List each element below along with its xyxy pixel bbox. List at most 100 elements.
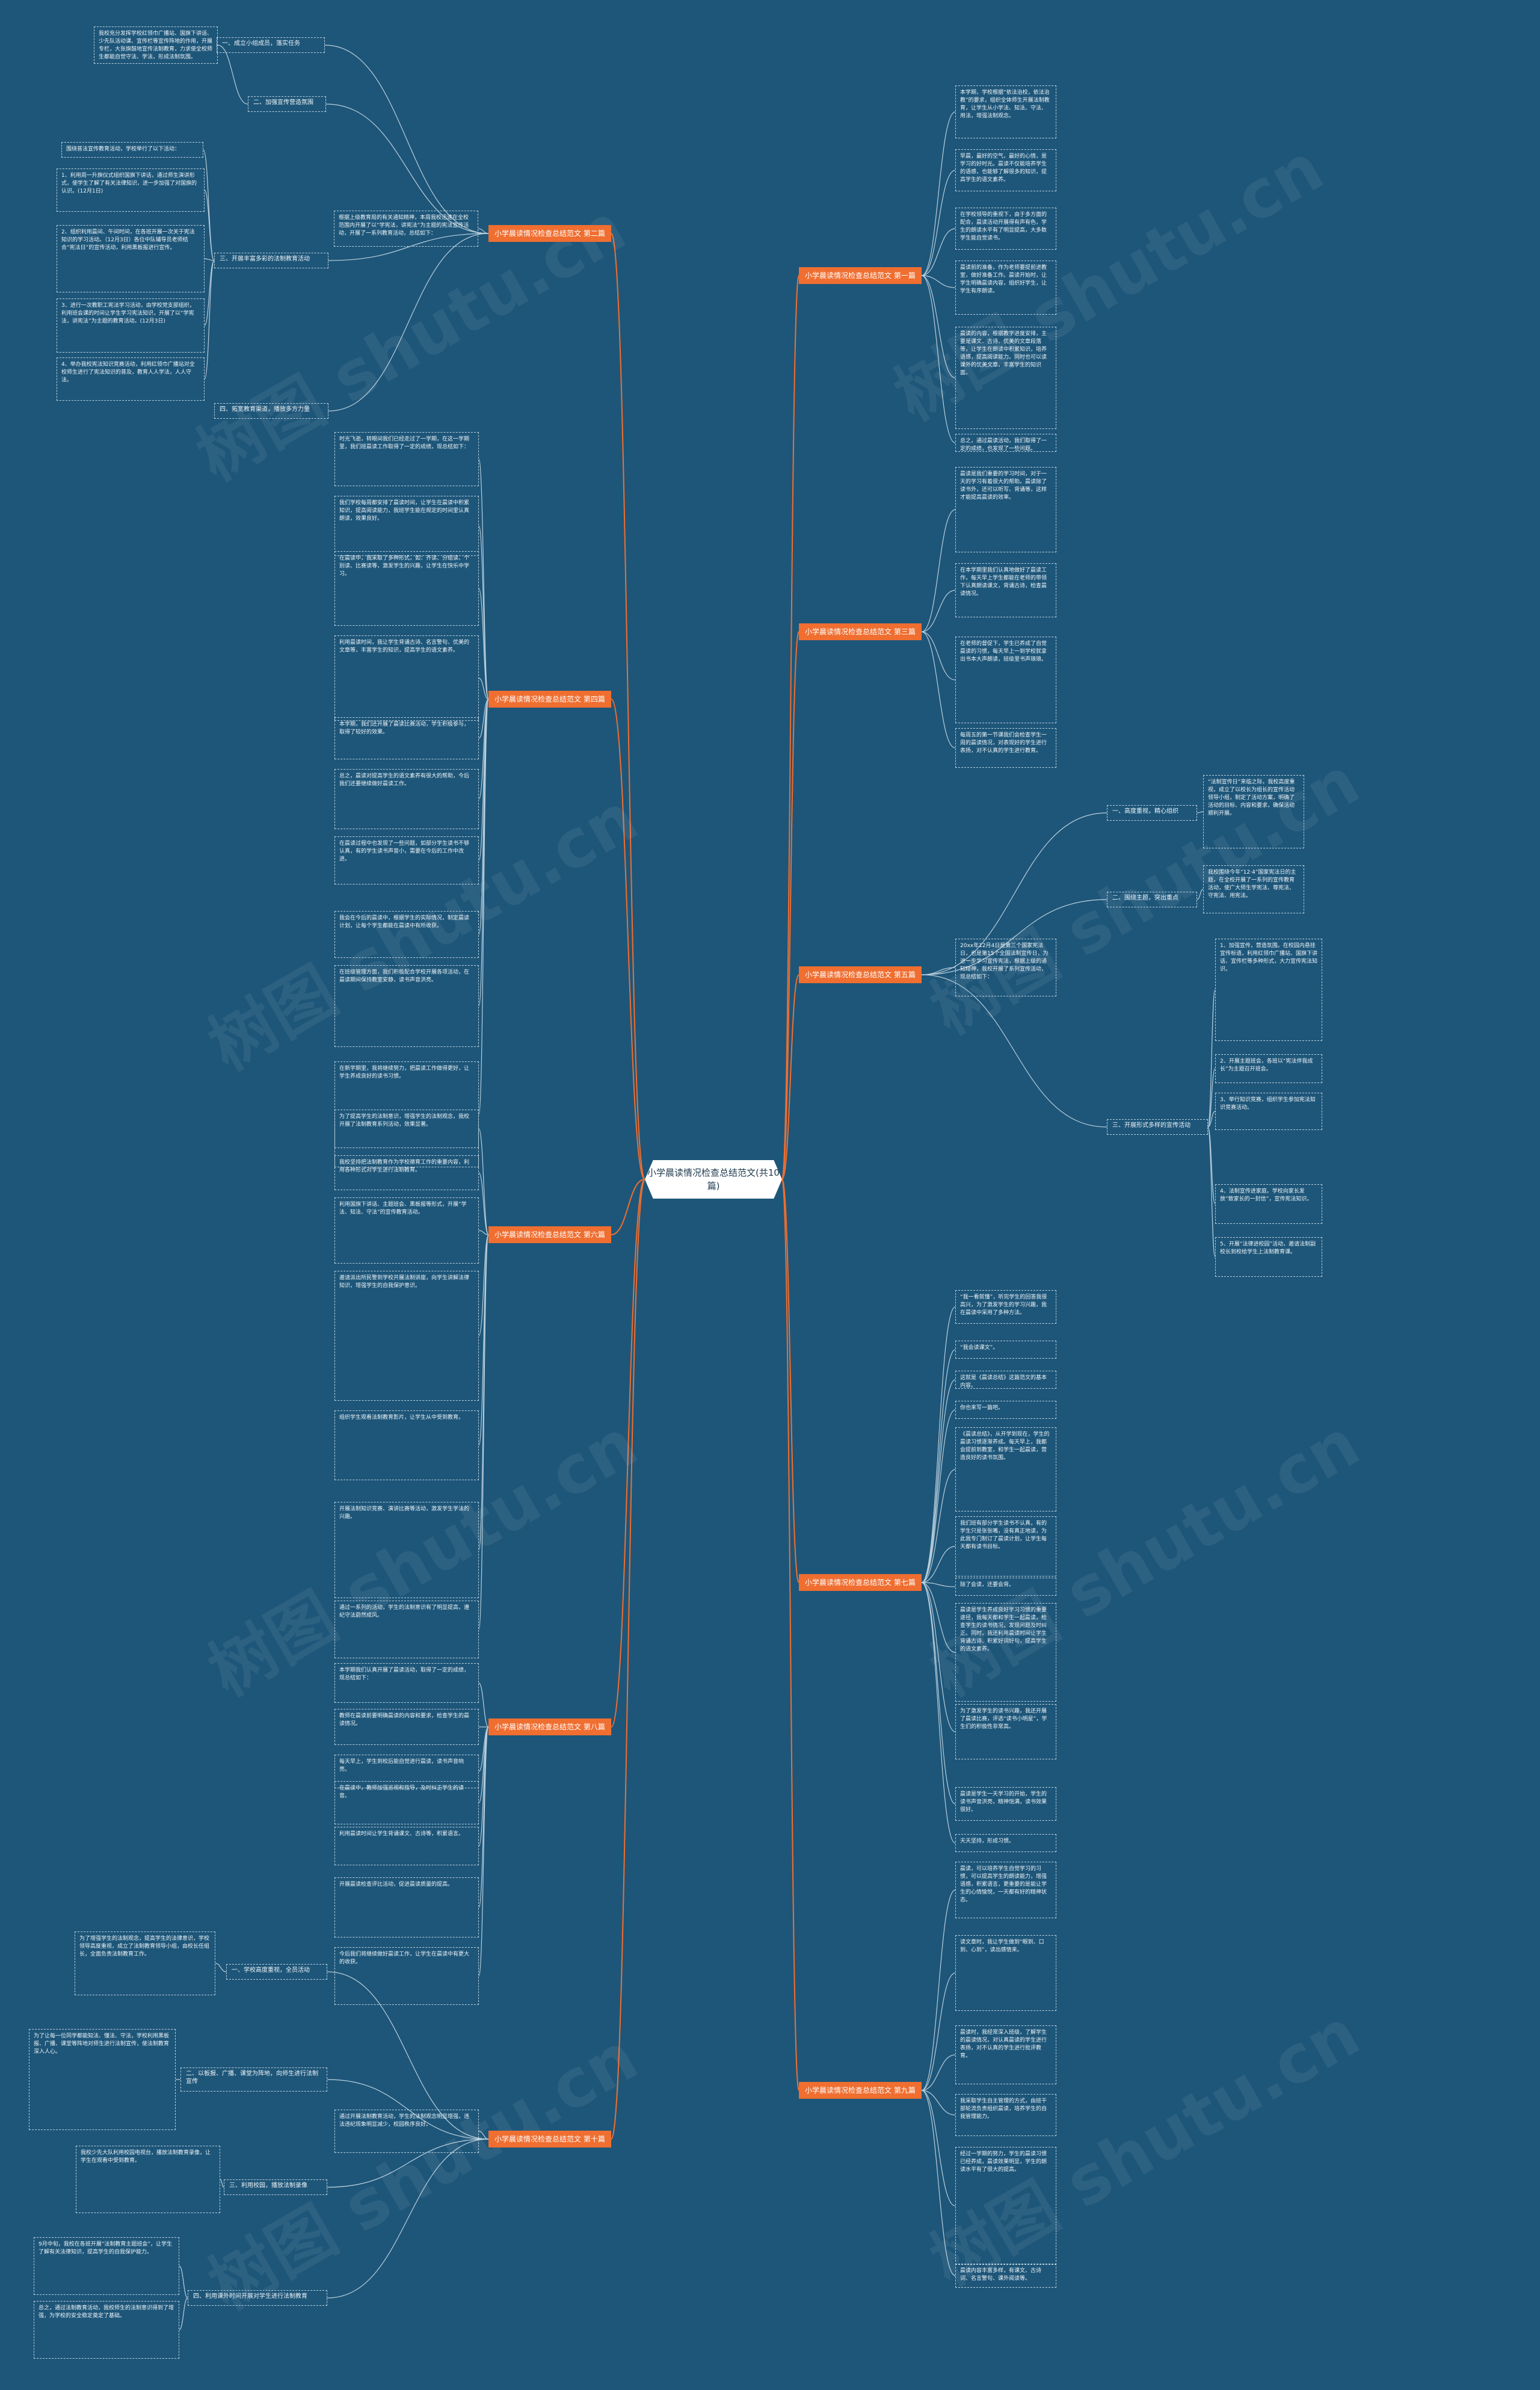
leaf-note-n1f[interactable]: 总之，通过晨读活动，我们取得了一定的成绩，也发现了一些问题。 [955, 434, 1056, 452]
leaf-note-n7g[interactable]: 除了会读，还要会背。 [955, 1578, 1056, 1596]
leaf-note-n5c[interactable]: 1、加强宣传，营造氛围。在校园内悬挂宣传标语，利用红领巾广播站、国旗下讲话、宣传… [1215, 939, 1322, 1041]
leaf-note-n9e[interactable]: 经过一学期的努力，学生的晨读习惯已经养成，晨读效果明显，学生的朗读水平有了很大的… [955, 2147, 1056, 2265]
subtopic-s2a[interactable]: 一、成立小组成员，落实任务 [217, 37, 325, 53]
branch-topic-b1[interactable]: 小学晨读情况检查总结范文 第一篇 [799, 267, 922, 284]
connector-line [478, 699, 489, 1115]
leaf-note-n4g[interactable]: 在晨读过程中也发现了一些问题，如部分学生读书不够认真，有的学生读书声音小，需要在… [334, 836, 479, 885]
leaf-note-n9d[interactable]: 我采取学生自主管理的方式，由班干部轮流负责组织晨读，培养学生的自我管理能力。 [955, 2094, 1056, 2136]
subtopic-s5b[interactable]: 二、围绕主题，突出重点 [1107, 892, 1197, 907]
subtopic-s5a[interactable]: 一、高度重视，精心组织 [1107, 805, 1197, 821]
leaf-note-n2d[interactable]: 2、组织利用晨间、午间时间，在各班开展一次关于宪法知识的学习活动。（12月3日）… [57, 225, 205, 292]
leaf-note-n4i[interactable]: 在班级管理方面，我们积极配合学校开展各项活动，在晨读期间保持教室安静，读书声音洪… [334, 965, 479, 1047]
leaf-note-n5f[interactable]: 4、法制宣传进家庭。学校向家长发放“致家长的一封信”，宣传宪法知识。 [1215, 1184, 1322, 1224]
leaf-note-n10d[interactable]: 9月中旬，我校在各班开展“法制教育主题班会”，让学生了解有关法律知识，提高学生的… [34, 2237, 179, 2295]
leaf-note-n6a[interactable]: 为了提高学生的法制意识，增强学生的法制观念，我校开展了法制教育系列活动，效果显著… [334, 1110, 479, 1148]
leaf-note-n3a[interactable]: 晨读是我们重要的学习时间，对于一天的学习有着很大的帮助。晨读除了读书外，还可以听… [955, 467, 1056, 552]
branch-topic-b6[interactable]: 小学晨读情况检查总结范文 第六篇 [488, 1226, 611, 1243]
leaf-note-n4a[interactable]: 时光飞逝，转眼间我们已经走过了一学期，在这一学期里，我们班晨读工作取得了一定的成… [334, 432, 479, 486]
leaf-note-n2g[interactable]: 根据上级教育局的有关通知精神，本周我校迅速在全校范围内开展了以“学宪法，讲宪法”… [334, 211, 478, 247]
leaf-note-n1d[interactable]: 晨读前的准备，作为老师要提前进教室，做好准备工作。晨读开始时，让学生明确晨读内容… [955, 261, 1056, 315]
leaf-note-n4e[interactable]: 本学期，我们还开展了晨读比赛活动，学生积极参与，取得了较好的效果。 [334, 717, 479, 759]
leaf-note-n4b[interactable]: 我们学校每周都安排了晨读时间，让学生在晨读中积累知识，提高阅读能力，我班学生能在… [334, 496, 479, 556]
subtopic-s2c[interactable]: 三、开展丰富多彩的法制教育活动 [214, 253, 328, 268]
subtopic-s10b[interactable]: 二、以板报、广播、课堂为阵地，向师生进行法制宣传 [180, 2067, 327, 2092]
leaf-note-n4f[interactable]: 总之，晨读对提高学生的语文素养有很大的帮助，今后我们还要继续做好晨读工作。 [334, 769, 479, 829]
leaf-note-n10e[interactable]: 总之，通过法制教育活动，我校师生的法制意识得到了增强，为学校的安全稳定奠定了基础… [34, 2301, 179, 2359]
leaf-note-n8b[interactable]: 教师在晨读前要明确晨读的内容和要求，检查学生的晨读情况。 [334, 1709, 479, 1745]
leaf-note-n10f[interactable]: 通过开展法制教育活动，学生的法制观念明显增强，违法违纪现象明显减少，校园秩序良好… [334, 2110, 479, 2153]
leaf-note-n2a[interactable]: 我校充分发挥学校红领巾广播站、国旗下讲话、少先队活动课、宣传栏等宣传阵地的作用，… [94, 26, 218, 64]
leaf-note-n1b[interactable]: 早晨，最好的空气，最好的心情，是学习的好时光。晨读不仅能培养学生的语感，也能够了… [955, 149, 1056, 191]
branch-topic-b3[interactable]: 小学晨读情况检查总结范文 第三篇 [799, 623, 922, 640]
branch-topic-b7[interactable]: 小学晨读情况检查总结范文 第七篇 [799, 1574, 922, 1591]
branch-topic-b10[interactable]: 小学晨读情况检查总结范文 第十篇 [488, 2131, 611, 2148]
leaf-note-n1a[interactable]: 本学期，学校根据“依法治校，依法治教”的要求，组织全体师生开展法制教育，让学生从… [955, 85, 1056, 138]
leaf-note-n7f[interactable]: 我们班有部分学生读书不认真，有的学生只是张张嘴，没有真正地读，为此我专门制订了晨… [955, 1516, 1056, 1576]
leaf-note-n9a[interactable]: 晨读，可以培养学生自觉学习的习惯，可以提高学生的朗读能力，增强语感，积累语言，更… [955, 1862, 1056, 1918]
leaf-note-n7i[interactable]: 为了激发学生的读书兴趣，我还开展了晨读比赛，评选“读书小明星”，学生们的积极性非… [955, 1704, 1056, 1759]
leaf-note-n4d[interactable]: 利用晨读时间，我让学生背诵古诗、名言警句、优美的文章等，丰富学生的知识，提高学生… [334, 635, 479, 721]
branch-topic-b9[interactable]: 小学晨读情况检查总结范文 第九篇 [799, 2082, 922, 2099]
leaf-note-n7k[interactable]: 天天坚持，形成习惯。 [955, 1834, 1056, 1852]
leaf-note-n2c[interactable]: 1、利用周一升旗仪式组织国旗下讲话，通过师生演讲形式，使学生了解了有关法律知识，… [57, 168, 205, 212]
connector-line [1197, 889, 1204, 900]
leaf-note-n7e[interactable]: 《晨读总结》，从开学到现在，学生的晨读习惯逐渐养成。每天早上，我都会提前到教室，… [955, 1427, 1056, 1512]
subtopic-s10d[interactable]: 四、利用课外时间开展对学生进行法制教育 [188, 2290, 327, 2306]
leaf-note-n5b[interactable]: 我校围绕今年“12·4”国家宪法日的主题，在全校开展了一系列的宣传教育活动，使广… [1203, 865, 1304, 913]
leaf-note-n7h[interactable]: 晨读是学生养成良好学习习惯的重要途径，我每天都和学生一起晨读，检查学生的读书情况… [955, 1603, 1056, 1702]
leaf-note-n10b[interactable]: 为了让每一位同学都能知法、懂法、守法，学校利用黑板报、广播、课堂等阵地对师生进行… [29, 2029, 176, 2130]
connector-line [921, 631, 956, 681]
leaf-note-n4c[interactable]: 在晨读中，我采取了多种形式，如：齐读、分组读、个别读、比赛读等，激发学生的兴趣，… [334, 551, 479, 626]
leaf-note-n2b[interactable]: 围绕普法宣传教育活动，学校举行了以下活动： [61, 142, 203, 158]
leaf-note-n3d[interactable]: 每周五的第一节课我们会检查学生一周的晨读情况，对表现好的学生进行表扬，对不认真的… [955, 728, 1056, 768]
branch-topic-b8[interactable]: 小学晨读情况检查总结范文 第八篇 [488, 1718, 611, 1735]
leaf-note-n1c[interactable]: 在学校领导的重视下，由于多方面的配合，晨读活动开展得有声有色，学生的朗读水平有了… [955, 208, 1056, 250]
leaf-note-n9b[interactable]: 读文章时，我让学生做到“眼到、口到、心到”，读出感情来。 [955, 1935, 1056, 2011]
subtopic-s10c[interactable]: 三、利用校园，播放法制录像 [224, 2179, 327, 2195]
subtopic-s2b[interactable]: 二、加强宣传营造氛围 [248, 96, 326, 112]
leaf-note-n3c[interactable]: 在老师的督促下，学生已养成了自觉晨读的习惯，每天早上一到学校就拿出书本大声朗读，… [955, 637, 1056, 723]
leaf-note-n5d[interactable]: 2、开展主题班会，各班以“宪法伴我成长”为主题召开班会。 [1215, 1054, 1322, 1083]
leaf-note-n8a[interactable]: 本学期我们认真开展了晨读活动，取得了一定的成绩，现总结如下： [334, 1663, 479, 1703]
leaf-note-n6f[interactable]: 开展法制知识竞赛、演讲比赛等活动，激发学生学法的兴趣。 [334, 1502, 479, 1598]
leaf-note-n7a[interactable]: “我一看就懂”，听完学生的回答我很高兴，为了激发学生的学习兴趣，我在晨读中采用了… [955, 1290, 1056, 1324]
leaf-note-n5g[interactable]: 5、开展“法律进校园”活动，邀请法制副校长到校给学生上法制教育课。 [1215, 1237, 1322, 1277]
leaf-note-n6b[interactable]: 我校坚持把法制教育作为学校德育工作的重要内容，利用各种形式对学生进行法制教育。 [334, 1155, 479, 1190]
leaf-note-n2e[interactable]: 3、进行一次教职工宪法学习活动，由学校党支部组织，利用班会课的时间让学生学习宪法… [57, 298, 205, 353]
leaf-note-n6c[interactable]: 利用国旗下讲话、主题班会、黑板报等形式，开展“学法、知法、守法”的宣传教育活动。 [334, 1197, 479, 1264]
subtopic-s2d[interactable]: 四、拓宽教育渠道，播放多方力量 [214, 403, 328, 419]
leaf-note-n8g[interactable]: 今后我们将继续做好晨读工作，让学生在晨读中有更大的收获。 [334, 1947, 479, 2005]
leaf-note-n5h[interactable]: 20xx年12月4日是第三个国家宪法日，也是第15个全国法制宣传日，为进一步学习… [955, 939, 1056, 996]
leaf-note-n4h[interactable]: 我会在今后的晨读中，根据学生的实际情况，制定晨读计划，让每个学生都能在晨读中有所… [334, 911, 479, 958]
leaf-note-n5a[interactable]: “法制宣传日”来临之际，我校高度重视，成立了以校长为组长的宣传活动领导小组，制定… [1203, 775, 1304, 848]
leaf-note-n10c[interactable]: 我校少先大队利用校园电视台，播放法制教育录像，让学生在观看中受到教育。 [76, 2146, 220, 2213]
branch-topic-b5[interactable]: 小学晨读情况检查总结范文 第五篇 [799, 966, 922, 983]
leaf-note-n9c[interactable]: 晨读时，我经常深入班级，了解学生的晨读情况，对认真晨读的学生进行表扬，对不认真的… [955, 2025, 1056, 2084]
leaf-note-n7j[interactable]: 晨读是学生一天学习的开始，学生的读书声音洪亮，精神饱满，读书效果很好。 [955, 1787, 1056, 1821]
connector-line [327, 2138, 489, 2299]
leaf-note-n5e[interactable]: 3、举行知识竞赛，组织学生参加宪法知识竞赛活动。 [1215, 1093, 1322, 1130]
subtopic-s5c[interactable]: 三、开展形式多样的宣传活动 [1107, 1119, 1208, 1135]
leaf-note-n10a[interactable]: 为了增强学生的法制观念，提高学生的法律意识，学校领导高度重视，成立了法制教育领导… [75, 1931, 215, 1995]
leaf-note-n7b[interactable]: “我会读课文”。 [955, 1341, 1056, 1359]
connector-line [324, 45, 489, 234]
connector-line [921, 967, 956, 975]
branch-topic-b2[interactable]: 小学晨读情况检查总结范文 第二篇 [488, 225, 611, 242]
leaf-note-n7d[interactable]: 你也来写一篇吧。 [955, 1401, 1056, 1419]
leaf-note-n6g[interactable]: 通过一系列的活动，学生的法制意识有了明显提高，遵纪守法蔚然成风。 [334, 1601, 479, 1658]
leaf-note-n9f[interactable]: 晨读内容丰富多样，有课文、古诗词、名言警句、课外阅读等。 [955, 2264, 1056, 2288]
mindmap-root-title[interactable]: 小学晨读情况检查总结范文(共10篇) [645, 1160, 782, 1199]
leaf-note-n6e[interactable]: 组织学生观看法制教育影片，让学生从中受到教育。 [334, 1410, 479, 1480]
subtopic-s10a[interactable]: 一、学校高度重视，全员活动 [226, 1964, 327, 1980]
connector-line [921, 1582, 956, 1805]
leaf-note-n1e[interactable]: 晨读的内容，根据教学进度安排，主要是课文、古诗、优美的文章段落等，让学生在朗读中… [955, 327, 1056, 429]
leaf-note-n6d[interactable]: 邀请派出所民警到学校开展法制讲座，向学生讲解法律知识，增强学生的自我保护意识。 [334, 1271, 479, 1401]
leaf-note-n8f[interactable]: 开展晨读检查评比活动，促进晨读质量的提高。 [334, 1877, 479, 1938]
leaf-note-n3b[interactable]: 在本学期里我们认真地做好了晨读工作，每天早上学生都能在老师的带领下认真朗读课文，… [955, 563, 1056, 617]
leaf-note-n7c[interactable]: 这就是《晨读总结》这篇范文的基本内容。 [955, 1371, 1056, 1389]
leaf-note-n8c[interactable]: 每天早上，学生到校后能自觉进行晨读，读书声音响亮。 [334, 1755, 479, 1788]
branch-topic-b4[interactable]: 小学晨读情况检查总结范文 第四篇 [488, 691, 611, 708]
leaf-note-n8e[interactable]: 利用晨读时间让学生背诵课文、古诗等，积累语言。 [334, 1827, 479, 1865]
leaf-note-n8d[interactable]: 在晨读中，教师加强巡视和指导，及时纠正学生的读音。 [334, 1781, 479, 1824]
leaf-note-n2f[interactable]: 4、举办我校宪法知识竞赛活动，利用红领巾广播站对全校师生进行了宪法知识的普及，教… [57, 357, 205, 401]
